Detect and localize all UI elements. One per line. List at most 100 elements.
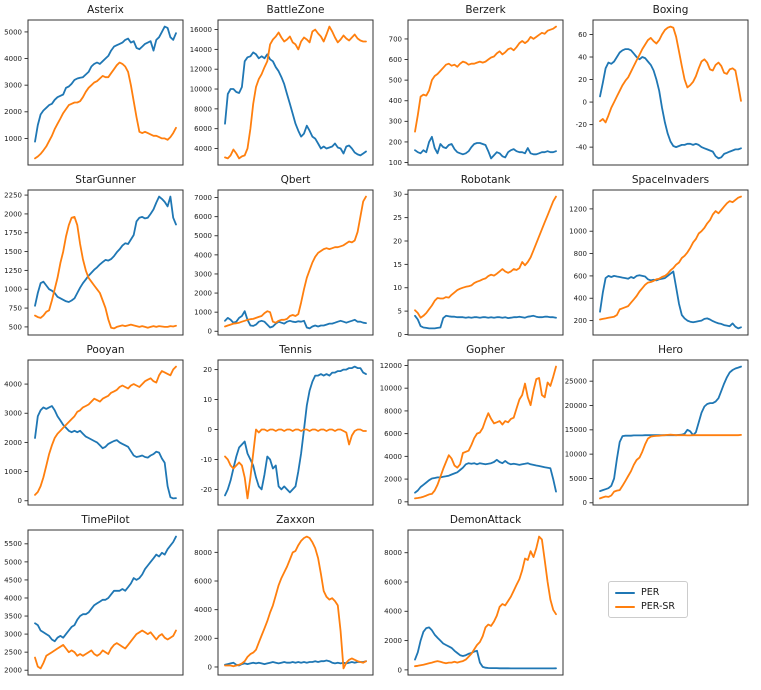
per-sr-line bbox=[414, 195, 557, 319]
y-tick-label: 2000 bbox=[384, 475, 402, 483]
axes-frame bbox=[27, 359, 184, 506]
y-tick-label: -10 bbox=[201, 456, 212, 464]
y-tick-label: 1000 bbox=[194, 309, 212, 317]
y-tick-label: 6000 bbox=[194, 213, 212, 221]
axes-frame bbox=[27, 529, 184, 676]
y-tick-label: 0 bbox=[398, 331, 402, 339]
per-line-sample-icon bbox=[615, 591, 635, 594]
y-tick-label: 6000 bbox=[194, 577, 212, 585]
y-tick-label: 15000 bbox=[565, 426, 587, 434]
y-tick-label: 400 bbox=[574, 295, 587, 303]
y-tick-label: 5000 bbox=[4, 28, 22, 36]
subplot-title-demonattack: DemonAttack bbox=[449, 514, 522, 526]
y-tick-label: 10000 bbox=[380, 385, 402, 393]
subplot-timepilot: 2000 2500 3000 3500 4000 4500 5000 5500 bbox=[4, 529, 184, 676]
y-tick-label: 25000 bbox=[565, 378, 587, 386]
y-tick-label: 100 bbox=[389, 159, 402, 167]
per-sr-line bbox=[414, 25, 557, 133]
y-tick-label: 1500 bbox=[4, 248, 22, 256]
axes-frame bbox=[217, 19, 374, 166]
y-tick-label: -20 bbox=[201, 486, 212, 494]
y-tick-label: 20 bbox=[393, 237, 402, 245]
y-tick-label: 200 bbox=[389, 138, 402, 146]
y-tick-label: 1000 bbox=[4, 135, 22, 143]
axes-frame bbox=[217, 189, 374, 336]
y-tick-label: 14000 bbox=[190, 46, 212, 54]
y-tick-label: 750 bbox=[9, 304, 22, 312]
y-tick-label: 1000 bbox=[569, 228, 587, 236]
y-tick-label: 2000 bbox=[194, 635, 212, 643]
y-tick-label: 60 bbox=[578, 31, 587, 39]
per-sr-line bbox=[414, 365, 557, 500]
subplot-title-spaceinvaders: SpaceInvaders bbox=[631, 174, 710, 186]
y-tick-label: 4000 bbox=[384, 453, 402, 461]
y-tick-label: 15 bbox=[393, 261, 402, 269]
subplot-title-stargunner: StarGunner bbox=[75, 174, 136, 186]
y-tick-label: 0 bbox=[398, 498, 402, 506]
axes-frame bbox=[217, 529, 374, 676]
y-tick-label: 500 bbox=[9, 323, 22, 331]
y-tick-label: 20 bbox=[578, 76, 587, 84]
y-tick-label: 2000 bbox=[4, 108, 22, 116]
y-tick-label: 0 bbox=[208, 426, 212, 434]
axes-frame bbox=[27, 19, 184, 166]
subplot-title-robotank: Robotank bbox=[460, 174, 511, 186]
y-tick-label: 0 bbox=[18, 497, 22, 505]
y-tick-label: 5000 bbox=[194, 232, 212, 240]
y-tick-label: 2000 bbox=[384, 637, 402, 645]
y-tick-label: 5000 bbox=[4, 558, 22, 566]
per-line bbox=[224, 365, 367, 497]
subplot-boxing: -40 -20 0 20 40 60 bbox=[576, 19, 749, 166]
subplot-demonattack: 0 2000 4000 6000 8000 bbox=[384, 529, 564, 676]
per-sr-line bbox=[224, 535, 367, 670]
legend-item-per-sr: PER-SR bbox=[615, 601, 681, 612]
axes-frame bbox=[592, 359, 749, 506]
y-tick-label: 8000 bbox=[384, 549, 402, 557]
y-tick-label: 30 bbox=[393, 191, 402, 199]
y-tick-label: 6000 bbox=[194, 125, 212, 133]
subplot-title-qbert: Qbert bbox=[280, 174, 311, 186]
y-tick-label: 0 bbox=[398, 666, 402, 674]
subplot-title-timepilot: TimePilot bbox=[81, 514, 130, 526]
y-tick-label: 700 bbox=[389, 35, 402, 43]
per-line bbox=[414, 626, 557, 670]
per-line bbox=[599, 48, 742, 160]
y-tick-label: 12000 bbox=[190, 66, 212, 74]
per-sr-line bbox=[34, 629, 177, 670]
axes-frame bbox=[27, 189, 184, 336]
subplot-title-boxing: Boxing bbox=[652, 4, 689, 16]
subplot-title-asterix: Asterix bbox=[87, 4, 124, 16]
per-line bbox=[414, 458, 557, 494]
y-tick-label: 3500 bbox=[4, 612, 22, 620]
y-tick-label: 800 bbox=[574, 250, 587, 258]
y-tick-label: 2000 bbox=[194, 289, 212, 297]
axes-frame bbox=[592, 189, 749, 336]
y-tick-label: 2250 bbox=[4, 191, 22, 199]
y-tick-label: 5 bbox=[398, 308, 402, 316]
subplot-tennis: -20 -10 0 10 20 bbox=[201, 359, 374, 506]
subplot-robotank: 0 5 10 15 20 25 30 bbox=[393, 189, 564, 339]
subplot-title-tennis: Tennis bbox=[279, 344, 312, 356]
y-tick-label: 1000 bbox=[4, 286, 22, 294]
y-tick-label: 4000 bbox=[4, 55, 22, 63]
y-tick-label: 4000 bbox=[384, 608, 402, 616]
subplot-title-battlezone: BattleZone bbox=[266, 4, 325, 16]
y-tick-label: 4000 bbox=[194, 145, 212, 153]
per-line bbox=[34, 195, 177, 307]
y-tick-label: 1250 bbox=[4, 267, 22, 275]
axes-frame bbox=[592, 19, 749, 166]
y-tick-label: 4500 bbox=[4, 576, 22, 584]
per-line bbox=[414, 135, 557, 160]
y-tick-label: 5000 bbox=[569, 475, 587, 483]
y-tick-label: 10 bbox=[393, 284, 402, 292]
y-tick-label: 1000 bbox=[4, 468, 22, 476]
y-tick-label: 4000 bbox=[4, 380, 22, 388]
per-sr-line bbox=[34, 365, 177, 496]
y-tick-label: 3000 bbox=[4, 410, 22, 418]
y-tick-label: -40 bbox=[576, 144, 587, 152]
axes-frame bbox=[407, 529, 564, 676]
per-sr-line bbox=[34, 61, 177, 160]
axes-frame bbox=[217, 359, 374, 506]
subplot-stargunner: 500 750 1000 1250 1500 1750 2000 2250 bbox=[4, 189, 184, 336]
subplot-pooyan: 0 1000 2000 3000 4000 bbox=[4, 359, 184, 506]
